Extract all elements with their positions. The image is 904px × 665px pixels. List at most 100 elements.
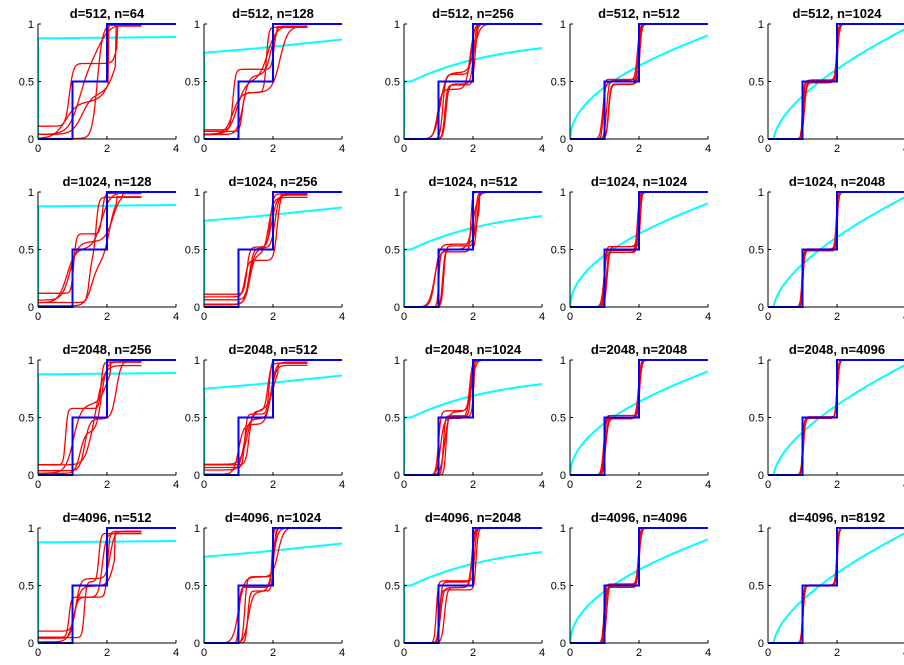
y-tick-label: 0 xyxy=(28,638,34,650)
y-tick-label: 1 xyxy=(394,355,400,367)
subplot-title: d=512, n=1024 xyxy=(793,6,883,21)
empirical-curve xyxy=(204,193,308,301)
plot-area xyxy=(570,359,708,476)
x-tick-label: 0 xyxy=(765,647,771,659)
plot-area xyxy=(38,359,176,476)
y-tick-label: 0 xyxy=(194,470,200,482)
empirical-curve xyxy=(38,531,142,643)
plot-area xyxy=(204,359,342,476)
limit-cdf xyxy=(404,527,542,644)
limit-cdf xyxy=(38,191,176,308)
plot-area xyxy=(768,527,904,644)
x-tick-label: 0 xyxy=(401,479,407,491)
y-tick-label: 0.5 xyxy=(385,581,400,593)
empirical-curve xyxy=(38,359,142,472)
x-tick-label: 2 xyxy=(636,311,642,323)
y-tick-label: 0 xyxy=(28,470,34,482)
subplot-16: d=4096, n=512 0 2 4 0 0.5 1 xyxy=(19,510,179,659)
y-tick-label: 0.5 xyxy=(551,581,566,593)
y-tick-label: 0 xyxy=(394,470,400,482)
empirical-curve xyxy=(38,364,142,466)
subplot-title: d=512, n=64 xyxy=(70,6,145,21)
x-tick-label: 2 xyxy=(104,143,110,155)
plot-area xyxy=(570,527,708,644)
subplot-9: d=1024, n=1024 0 2 4 0 0.5 1 xyxy=(551,174,711,323)
y-tick-label: 1 xyxy=(560,523,566,535)
empirical-curve xyxy=(38,192,142,301)
subplot-title: d=2048, n=2048 xyxy=(591,342,687,357)
y-tick-label: 1 xyxy=(28,355,34,367)
limit-cdf xyxy=(404,191,542,308)
x-tick-label: 2 xyxy=(470,311,476,323)
limit-cdf xyxy=(38,359,176,476)
y-tick-label: 0.5 xyxy=(19,245,34,257)
x-tick-label: 2 xyxy=(104,647,110,659)
x-tick-label: 0 xyxy=(765,479,771,491)
y-tick-label: 0.5 xyxy=(385,245,400,257)
x-tick-label: 4 xyxy=(173,479,179,491)
limit-cdf xyxy=(570,23,708,140)
y-tick-label: 0.5 xyxy=(749,77,764,89)
x-tick-label: 2 xyxy=(104,311,110,323)
plot-area xyxy=(404,359,542,476)
plot-area xyxy=(38,527,176,644)
subplot-12: d=2048, n=512 0 2 4 0 0.5 1 xyxy=(185,342,345,491)
y-tick-label: 0.5 xyxy=(551,77,566,89)
x-tick-label: 2 xyxy=(470,143,476,155)
x-tick-label: 0 xyxy=(35,479,41,491)
y-tick-label: 1 xyxy=(194,187,200,199)
limit-cdf xyxy=(38,527,176,644)
y-tick-label: 0.5 xyxy=(385,413,400,425)
y-tick-label: 1 xyxy=(28,19,34,31)
subplot-title: d=1024, n=256 xyxy=(229,174,318,189)
subplot-15: d=2048, n=4096 0 2 4 0 0.5 1 xyxy=(749,342,904,491)
subplot-title: d=2048, n=1024 xyxy=(425,342,522,357)
x-tick-label: 0 xyxy=(765,143,771,155)
x-tick-label: 2 xyxy=(270,479,276,491)
x-tick-label: 2 xyxy=(270,311,276,323)
plot-area xyxy=(204,527,342,644)
y-tick-label: 0 xyxy=(758,302,764,314)
y-tick-label: 1 xyxy=(394,523,400,535)
empirical-curve xyxy=(38,23,142,135)
x-tick-label: 4 xyxy=(339,479,345,491)
subplot-title: d=4096, n=4096 xyxy=(591,510,687,525)
y-tick-label: 0 xyxy=(28,302,34,314)
x-tick-label: 4 xyxy=(339,647,345,659)
y-tick-label: 0 xyxy=(560,638,566,650)
subplot-7: d=1024, n=256 0 2 4 0 0.5 1 xyxy=(185,174,345,323)
x-tick-label: 0 xyxy=(35,311,41,323)
y-tick-label: 1 xyxy=(194,19,200,31)
x-tick-label: 4 xyxy=(903,479,904,491)
x-tick-label: 2 xyxy=(270,143,276,155)
x-tick-label: 4 xyxy=(539,143,545,155)
y-tick-label: 0 xyxy=(28,134,34,146)
subplot-14: d=2048, n=2048 0 2 4 0 0.5 1 xyxy=(551,342,711,491)
plot-area xyxy=(768,23,904,140)
y-tick-label: 0 xyxy=(194,134,200,146)
y-tick-label: 0.5 xyxy=(185,77,200,89)
subplot-title: d=4096, n=1024 xyxy=(225,510,322,525)
y-tick-label: 0 xyxy=(758,638,764,650)
empirical-curve xyxy=(38,361,142,466)
y-tick-label: 1 xyxy=(758,355,764,367)
y-tick-label: 0 xyxy=(758,134,764,146)
x-tick-label: 4 xyxy=(173,647,179,659)
x-tick-label: 4 xyxy=(705,647,711,659)
x-tick-label: 4 xyxy=(705,143,711,155)
x-tick-label: 4 xyxy=(539,479,545,491)
x-tick-label: 2 xyxy=(636,647,642,659)
plot-area xyxy=(204,191,342,308)
subplot-title: d=512, n=256 xyxy=(432,6,514,21)
empirical-curve xyxy=(38,24,142,139)
y-tick-label: 1 xyxy=(758,19,764,31)
subplot-title: d=4096, n=512 xyxy=(63,510,152,525)
x-tick-label: 0 xyxy=(35,143,41,155)
plot-area xyxy=(404,527,542,644)
y-tick-label: 1 xyxy=(394,19,400,31)
empirical-curve xyxy=(204,26,308,133)
x-tick-label: 0 xyxy=(401,311,407,323)
x-tick-label: 2 xyxy=(834,143,840,155)
y-tick-label: 1 xyxy=(758,187,764,199)
